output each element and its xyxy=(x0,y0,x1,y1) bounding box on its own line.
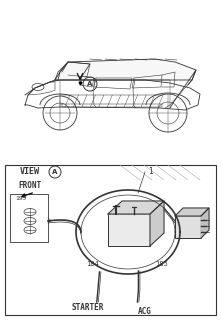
Bar xyxy=(5,165,216,315)
Text: 184: 184 xyxy=(86,261,99,267)
Bar xyxy=(108,214,150,246)
Text: 195: 195 xyxy=(15,196,26,201)
Polygon shape xyxy=(108,201,164,214)
Text: A: A xyxy=(52,169,58,175)
Text: A: A xyxy=(87,81,93,87)
Text: ACG: ACG xyxy=(138,308,152,316)
Text: FRONT: FRONT xyxy=(18,180,42,189)
Text: 185: 185 xyxy=(155,261,168,267)
Bar xyxy=(10,194,48,242)
Polygon shape xyxy=(201,208,209,238)
Bar xyxy=(175,216,201,238)
Text: STARTER: STARTER xyxy=(72,303,104,313)
Polygon shape xyxy=(55,59,196,80)
Polygon shape xyxy=(150,201,164,246)
Text: 1: 1 xyxy=(148,166,153,175)
Text: VIEW: VIEW xyxy=(20,167,40,177)
Polygon shape xyxy=(175,208,209,216)
